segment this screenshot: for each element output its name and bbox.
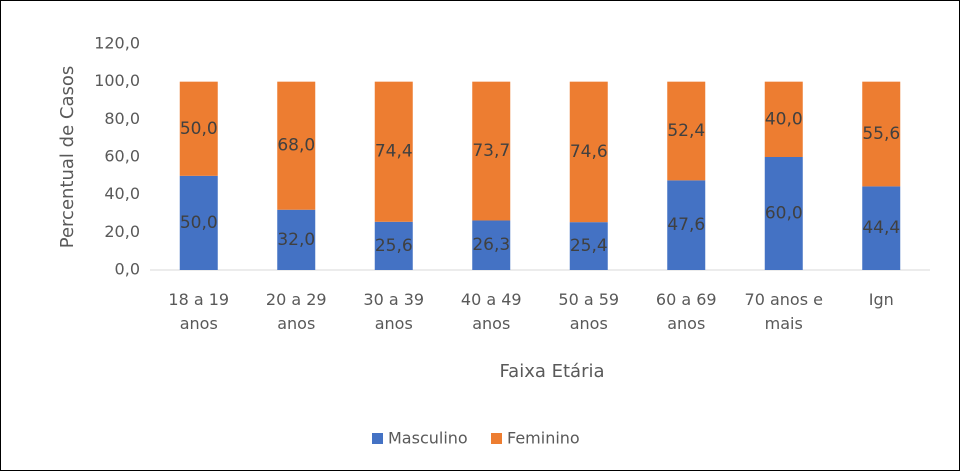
- y-tick-label: 60,0: [104, 147, 140, 166]
- value-label: 50,0: [180, 119, 218, 139]
- bar-segment: [374, 221, 413, 270]
- value-label: 25,4: [570, 236, 608, 256]
- value-label: 60,0: [765, 204, 803, 224]
- bar-segment: [472, 81, 511, 221]
- value-label: 32,0: [277, 230, 315, 250]
- bar-segment: [862, 81, 901, 187]
- x-tick-label: 70 anos e mais: [745, 290, 823, 333]
- value-label: 26,3: [472, 235, 510, 255]
- bar-segment: [862, 186, 901, 270]
- x-tick-label: 40 a 49 anos: [461, 290, 522, 333]
- value-label: 52,4: [667, 121, 705, 141]
- value-label: 74,6: [570, 142, 608, 162]
- y-tick-label: 0,0: [115, 260, 140, 279]
- x-axis-title: Faixa Etária: [499, 361, 604, 382]
- value-label: 55,6: [862, 124, 900, 144]
- y-tick-label: 40,0: [104, 184, 140, 203]
- bar-segment: [277, 209, 316, 270]
- x-tick-label: 20 a 29 anos: [266, 290, 327, 333]
- bar-segment: [569, 222, 608, 270]
- value-label: 44,4: [862, 218, 900, 238]
- value-label: 73,7: [472, 141, 510, 161]
- y-tick-label: 80,0: [104, 109, 140, 128]
- bar-segment: [667, 180, 706, 270]
- bar-segment: [667, 81, 706, 181]
- bar-segment: [472, 220, 511, 270]
- x-tick-label: 60 a 69 anos: [656, 290, 717, 333]
- bar-segment: [569, 81, 608, 223]
- x-tick-label: 18 a 19 anos: [168, 290, 229, 333]
- bar-segment: [764, 81, 803, 157]
- value-label: 68,0: [277, 136, 315, 156]
- value-label: 25,6: [375, 236, 413, 256]
- bar-segment: [179, 81, 218, 176]
- legend-label: Feminino: [507, 429, 580, 448]
- bar-segment: [277, 81, 316, 210]
- legend-swatch: [491, 433, 502, 444]
- y-axis-title: Percentual de Casos: [57, 66, 78, 248]
- legend-swatch: [372, 433, 383, 444]
- value-label: 50,0: [180, 213, 218, 233]
- y-tick-label: 20,0: [104, 222, 140, 241]
- value-label: 74,4: [375, 142, 413, 162]
- y-tick-label: 100,0: [94, 71, 140, 90]
- bar-segment: [764, 157, 803, 270]
- x-tick-label: Ign: [869, 290, 894, 309]
- bar-segment: [374, 81, 413, 222]
- bar-segment: [179, 175, 218, 270]
- x-tick-label: 50 a 59 anos: [558, 290, 619, 333]
- value-label: 47,6: [667, 215, 705, 235]
- y-tick-label: 120,0: [94, 34, 140, 53]
- legend-label: Masculino: [388, 429, 468, 448]
- x-tick-label: 30 a 39 anos: [363, 290, 424, 333]
- value-label: 40,0: [765, 109, 803, 129]
